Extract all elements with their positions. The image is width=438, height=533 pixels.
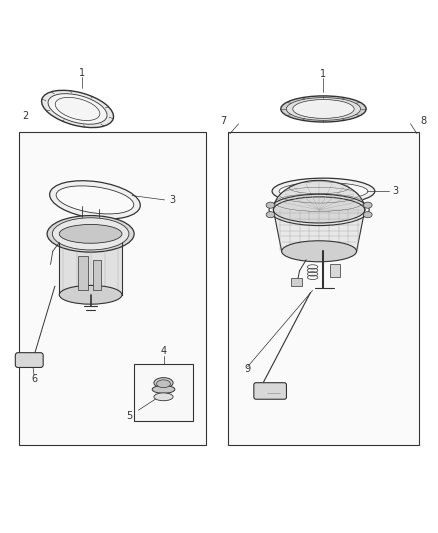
- Ellipse shape: [52, 218, 129, 250]
- Ellipse shape: [364, 202, 372, 208]
- Bar: [19, 132, 206, 445]
- Bar: [330, 264, 339, 277]
- FancyBboxPatch shape: [15, 353, 43, 367]
- Bar: [59, 234, 122, 295]
- Ellipse shape: [266, 212, 275, 217]
- Text: 4: 4: [160, 346, 166, 357]
- Bar: [291, 278, 302, 286]
- Ellipse shape: [49, 181, 140, 219]
- Ellipse shape: [272, 178, 375, 204]
- Text: 5: 5: [127, 411, 133, 421]
- Ellipse shape: [59, 224, 122, 243]
- Ellipse shape: [273, 197, 365, 223]
- Ellipse shape: [42, 90, 113, 127]
- Ellipse shape: [156, 380, 170, 387]
- Bar: [228, 132, 419, 445]
- Text: 3: 3: [392, 186, 398, 196]
- Ellipse shape: [282, 241, 357, 262]
- Text: 1: 1: [320, 69, 326, 79]
- Text: 6: 6: [31, 374, 37, 384]
- Ellipse shape: [154, 393, 173, 401]
- Text: 8: 8: [420, 116, 427, 126]
- Text: 3: 3: [169, 195, 175, 205]
- Ellipse shape: [279, 182, 368, 200]
- Ellipse shape: [56, 186, 134, 214]
- Polygon shape: [273, 210, 365, 251]
- Ellipse shape: [364, 212, 372, 217]
- Ellipse shape: [48, 94, 107, 124]
- Bar: [134, 365, 193, 421]
- Text: 9: 9: [244, 364, 251, 374]
- Ellipse shape: [293, 100, 354, 118]
- Bar: [93, 260, 102, 290]
- Text: 7: 7: [220, 116, 226, 126]
- Ellipse shape: [59, 285, 122, 304]
- Bar: [78, 256, 88, 290]
- Ellipse shape: [281, 96, 366, 122]
- Text: 1: 1: [79, 68, 85, 78]
- Ellipse shape: [286, 98, 360, 120]
- FancyBboxPatch shape: [254, 383, 286, 399]
- Text: 2: 2: [22, 111, 28, 122]
- Ellipse shape: [154, 378, 173, 388]
- Ellipse shape: [266, 202, 275, 208]
- Ellipse shape: [47, 215, 134, 252]
- Ellipse shape: [152, 385, 175, 393]
